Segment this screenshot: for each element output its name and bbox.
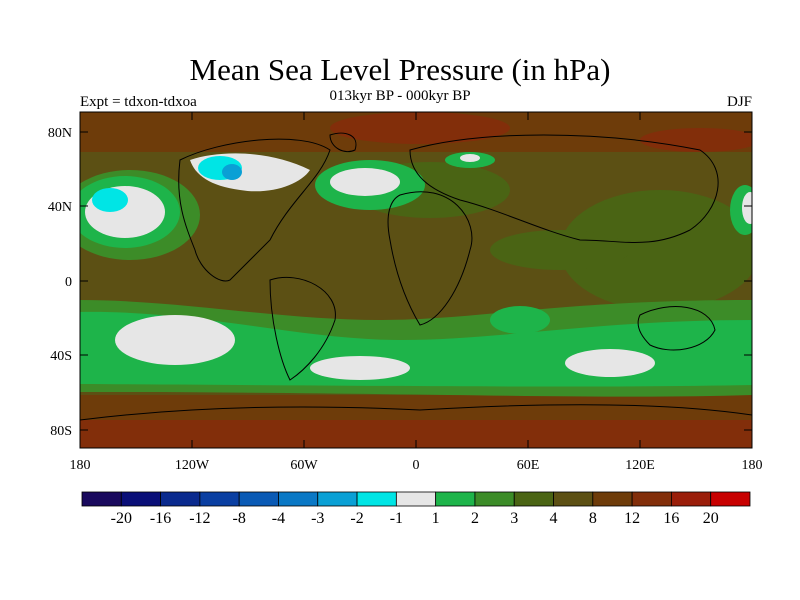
field-laurentide-blue [222,164,242,180]
coast-south-america [269,276,336,381]
colorbar-swatch [160,491,201,507]
colorbar-swatch [513,491,554,507]
colorbar-swatch [120,491,161,507]
coast-australia [637,306,716,351]
colorbar-swatch [710,491,751,507]
colorbar-swatch [631,491,672,507]
field-safrica-green [490,306,550,334]
colorbar-label: 12 [624,510,640,527]
colorbar-label: 2 [471,510,479,527]
colorbar-label: 20 [703,510,719,527]
lon-label: 120E [625,458,655,473]
coast-africa [387,191,473,326]
colorbar-label: 8 [589,510,597,527]
colorbar-swatch [317,491,358,507]
colorbar-label: -4 [272,510,285,527]
colorbar-swatch [553,491,594,507]
longitude-axis: 180 120W 60W 0 60E 120E 180 [70,112,763,473]
colorbar-label: -16 [150,510,171,527]
lat-label: 80N [48,126,72,141]
field-satlantic-low [310,356,410,380]
field-scandinavia-low [460,154,480,162]
colorbar: -20 -16 -12 -8 -4 -3 -2 -1 1 2 3 4 8 12 16 20 [81,491,751,527]
latitude-axis: 80N 40N 0 40S 80S [48,126,752,439]
colorbar-label: -12 [189,510,210,527]
coast-greenland [329,132,357,153]
lat-label: 40S [50,349,72,364]
pressure-field [80,112,752,448]
colorbar-swatch [671,491,712,507]
colorbar-swatch [199,491,240,507]
field-spacific-low [115,315,235,365]
map-title: Mean Sea Level Pressure (in hPa) [189,52,611,87]
season-label: DJF [726,94,752,110]
colorbar-label: -3 [311,510,324,527]
colorbar-swatch [356,491,397,507]
experiment-label: Expt = tdxon-tdxoa [80,94,197,110]
colorbar-label: 1 [432,510,440,527]
colorbar-swatch [435,491,476,507]
field-sindian-low [565,349,655,377]
field-east-pacific-low [742,192,752,224]
lon-label: 60W [290,458,318,473]
colorbar-label: -20 [111,510,132,527]
field-indian-olive [490,230,630,270]
colorbar-swatch [238,491,279,507]
colorbar-label: -8 [233,510,246,527]
lon-label: 180 [742,458,763,473]
colorbar-label: 16 [663,510,679,527]
field-npacific-core [92,188,128,212]
coastlines [80,132,752,421]
colorbar-swatch [592,491,633,507]
field-pacific-olive [560,190,752,310]
colorbar-label: 3 [510,510,518,527]
colorbar-label: -1 [390,510,403,527]
lon-label: 120W [175,458,210,473]
coast-eurasia [409,134,719,243]
map-subtitle: 013kyr BP - 000kyr BP [329,88,471,104]
coast-antarctica [80,404,752,421]
lon-label: 60E [517,458,540,473]
colorbar-swatch [81,491,122,507]
colorbar-swatch [474,491,515,507]
lon-label: 180 [70,458,91,473]
lat-label: 40N [48,200,72,215]
lat-label: 0 [65,275,72,290]
colorbar-swatch [278,491,319,507]
field-natlantic-low [330,168,400,196]
colorbar-label: -2 [350,510,363,527]
lat-label: 80S [50,424,72,439]
colorbar-swatch [395,491,437,507]
lon-label: 0 [413,458,420,473]
field-siberia-high [640,128,752,152]
field-arctic-high [330,112,510,144]
coast-north-america [178,138,331,282]
colorbar-label: 4 [550,510,558,527]
